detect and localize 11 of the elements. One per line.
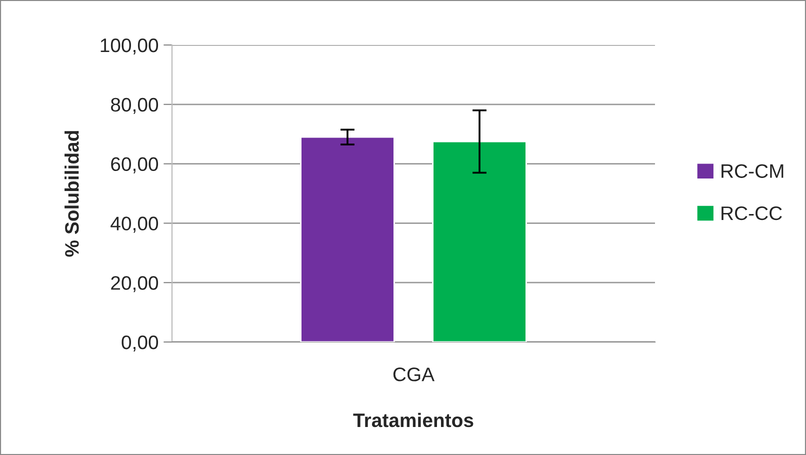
y-tick-label: 60,00	[111, 157, 158, 174]
y-axis-title: % Solubilidad	[64, 131, 79, 257]
y-tick-label: 0,00	[122, 335, 158, 352]
x-tick-label: CGA	[393, 368, 435, 382]
legend-label: RC-CM	[722, 164, 784, 178]
legend-label: RC-CC	[722, 206, 782, 220]
y-tick-label: 40,00	[110, 216, 158, 233]
y-tick-label: 20,00	[111, 276, 158, 292]
y-tick-label: 100,00	[100, 38, 158, 55]
y-tick-label: 80,00	[110, 98, 158, 114]
x-axis-title: Tratamientos	[353, 412, 474, 428]
